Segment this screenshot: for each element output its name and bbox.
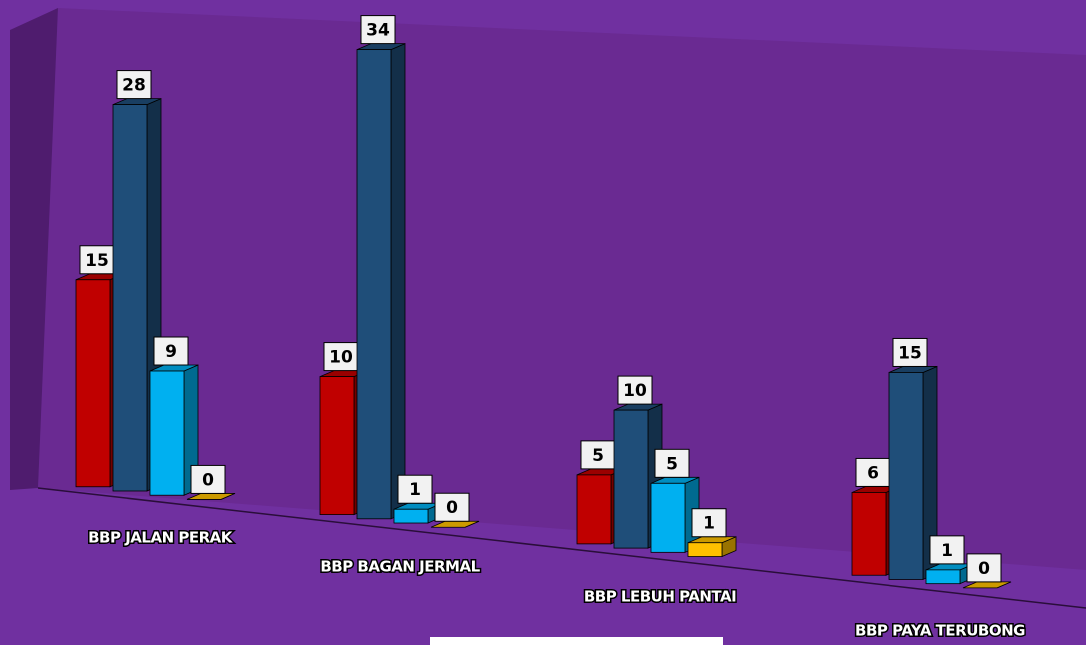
category-label: BBP BAGAN JERMAL — [320, 558, 480, 576]
value-label-box — [892, 337, 928, 367]
bar-top — [962, 581, 1012, 589]
bar-front — [650, 482, 686, 553]
value-label: 5 — [592, 446, 604, 466]
bar — [186, 493, 236, 500]
bar — [962, 581, 1012, 589]
bar-front — [319, 376, 355, 515]
bar — [888, 365, 938, 581]
value-label-box — [654, 448, 690, 478]
value-label-box — [190, 464, 226, 494]
bar-front — [687, 542, 723, 557]
bar-front — [925, 569, 961, 585]
side-wall — [10, 8, 58, 490]
value-label: 10 — [623, 381, 647, 401]
bar-front — [75, 279, 111, 488]
value-label-box — [691, 508, 727, 538]
value-label-box — [929, 535, 965, 565]
bar-side — [390, 42, 406, 520]
value-label: 9 — [165, 342, 177, 362]
value-label-box — [153, 336, 189, 366]
bar-front — [613, 409, 649, 549]
value-label: 0 — [446, 498, 458, 518]
bar-front — [149, 370, 185, 496]
value-label: 6 — [867, 463, 879, 483]
value-label: 5 — [666, 454, 678, 474]
bar-front — [393, 508, 429, 524]
value-label: 0 — [978, 559, 990, 579]
bar-top — [186, 493, 236, 500]
bar-front — [356, 49, 392, 520]
value-label: 15 — [85, 251, 109, 271]
bar — [112, 97, 162, 492]
value-label-box — [966, 553, 1002, 583]
value-label: 34 — [366, 21, 390, 41]
bar-front — [851, 492, 887, 576]
bar-front — [888, 372, 924, 580]
floor-line — [37, 487, 1086, 609]
value-label-box — [434, 492, 470, 522]
value-label-box — [360, 15, 396, 45]
legend-box — [430, 637, 723, 645]
value-label: 1 — [941, 541, 953, 561]
bar-front — [576, 474, 612, 545]
value-label: 15 — [898, 343, 922, 363]
category-label: BBP JALAN PERAK — [88, 529, 234, 547]
bar-front — [112, 104, 148, 492]
bar — [430, 520, 480, 528]
value-label: 28 — [122, 76, 146, 96]
value-label: 1 — [703, 514, 715, 534]
value-label-box — [855, 457, 891, 487]
category-label: BBP LEBUH PANTAI — [584, 588, 736, 606]
back-wall — [38, 8, 1086, 570]
bar-top — [430, 520, 480, 528]
value-label: 0 — [202, 470, 214, 490]
value-label-box — [617, 375, 653, 405]
value-label-box — [397, 474, 433, 504]
value-label: 10 — [329, 348, 353, 368]
bar — [687, 536, 737, 558]
value-label-box — [116, 70, 152, 100]
bar — [149, 364, 199, 496]
category-label: BBP PAYA TERUBONG — [855, 622, 1025, 640]
bar — [356, 42, 406, 520]
value-label: 1 — [409, 480, 421, 500]
